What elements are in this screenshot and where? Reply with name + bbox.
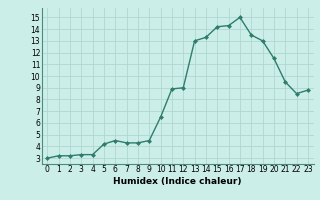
- X-axis label: Humidex (Indice chaleur): Humidex (Indice chaleur): [113, 177, 242, 186]
